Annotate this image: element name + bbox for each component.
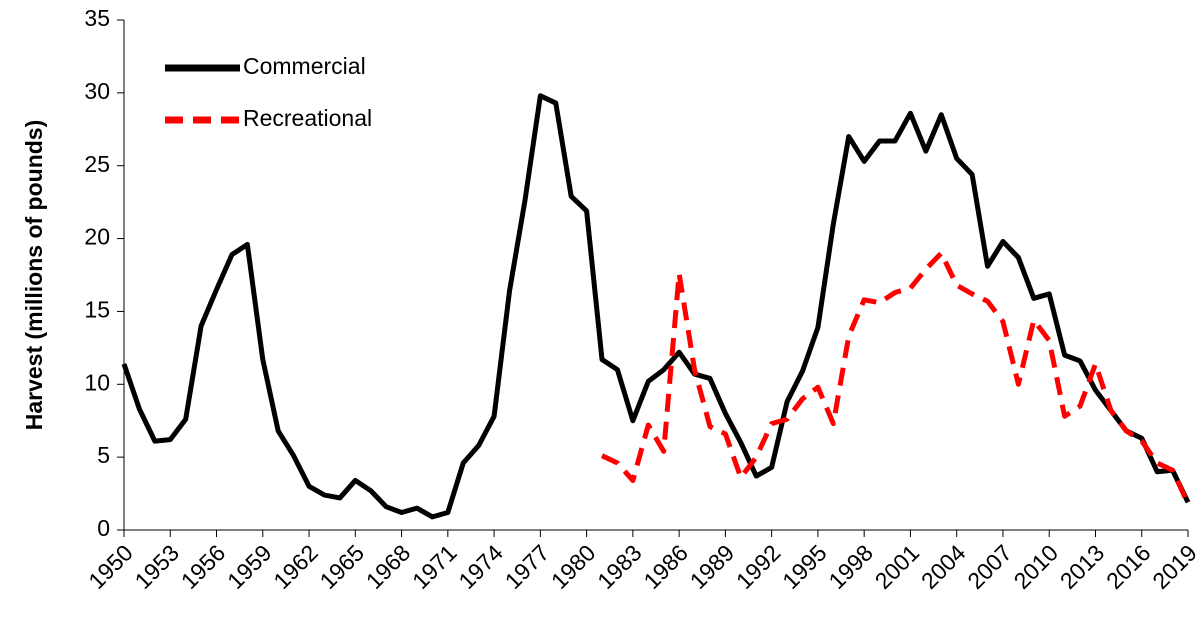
x-tick-label: 2007 — [962, 539, 1017, 594]
x-tick-label: 1977 — [500, 539, 555, 594]
x-tick-label: 1989 — [685, 539, 740, 594]
y-tick-label: 0 — [97, 515, 110, 541]
x-tick-label: 1983 — [592, 539, 647, 594]
x-tick-label: 1962 — [268, 539, 323, 594]
x-tick-label: 1971 — [407, 539, 462, 594]
x-tick-label: 1992 — [731, 539, 786, 594]
y-tick-label: 15 — [84, 297, 110, 323]
x-tick-label: 2010 — [1008, 539, 1063, 594]
legend-label: Recreational — [243, 105, 372, 131]
x-tick-label: 1968 — [361, 539, 416, 594]
legend-label: Commercial — [243, 53, 366, 79]
x-tick-label: 1959 — [222, 539, 277, 594]
x-tick-label: 2013 — [1055, 539, 1110, 594]
data-line — [600, 250, 1191, 505]
x-tick-label: 1950 — [83, 539, 138, 594]
y-tick-label: 30 — [84, 78, 110, 104]
x-tick-label: 1995 — [777, 539, 832, 594]
x-tick-label: 2001 — [870, 539, 925, 594]
y-tick-label: 35 — [84, 5, 110, 31]
x-tick-label: 1974 — [453, 539, 508, 594]
x-tick-label: 1953 — [130, 539, 185, 594]
data-line — [121, 93, 1191, 520]
x-tick-label: 2016 — [1101, 539, 1156, 594]
x-tick-label: 1998 — [823, 539, 878, 594]
x-tick-label: 1980 — [546, 539, 601, 594]
x-tick-label: 2019 — [1147, 539, 1198, 594]
y-axis-title: Harvest (millions of pounds) — [21, 120, 47, 431]
x-tick-label: 1986 — [638, 539, 693, 594]
x-tick-label: 1956 — [176, 539, 231, 594]
x-tick-label: 1965 — [315, 539, 370, 594]
y-tick-label: 25 — [84, 151, 110, 177]
y-tick-label: 10 — [84, 369, 110, 395]
x-tick-label: 2004 — [916, 539, 971, 594]
y-tick-label: 5 — [97, 442, 110, 468]
y-tick-label: 20 — [84, 224, 110, 250]
